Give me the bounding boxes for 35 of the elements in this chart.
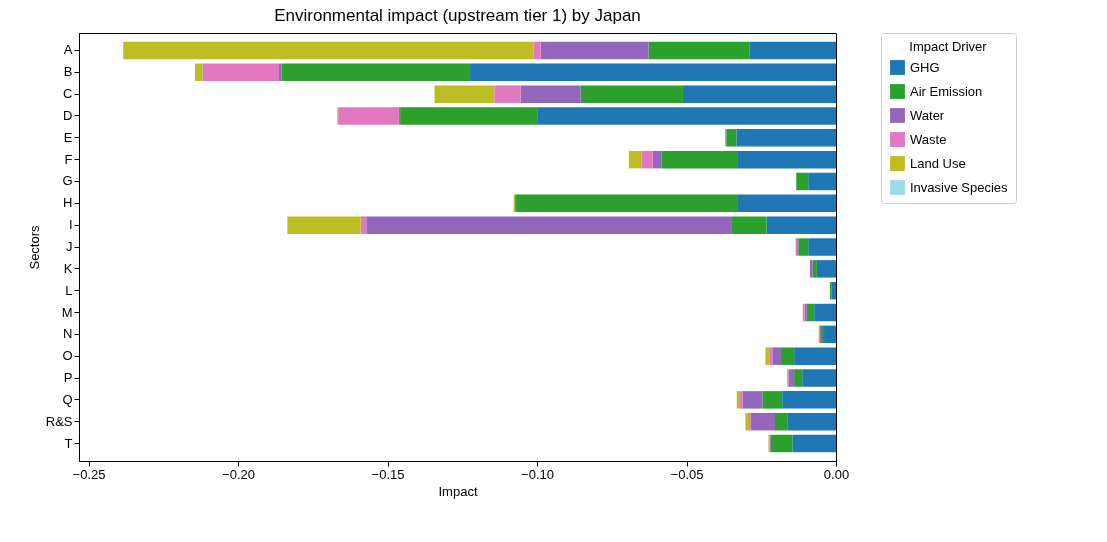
y-tick-label: L [65,282,73,298]
legend-label: Land Use [910,155,966,171]
y-tick-label: C [63,86,73,102]
y-tick-label: Q [62,391,73,407]
y-tick-label: H [63,195,73,211]
y-tick-label: I [68,217,73,233]
y-axis-title: Sectors [26,224,42,270]
y-tick-label: A [63,42,73,58]
legend-label: Air Emission [910,83,983,99]
legend-label: Invasive Species [910,179,1009,195]
x-tick-label: −0.10 [521,466,554,482]
y-tick-label: M [61,304,73,320]
y-tick-label: D [63,107,73,123]
y-tick-label: G [62,173,73,189]
y-tick-label: T [64,435,73,451]
legend-title: Impact Driver [909,39,988,54]
x-axis-title: Impact [438,483,478,499]
legend-label: Waste [910,131,947,147]
y-tick-label: K [63,260,73,276]
chart-title: Environmental impact (upstream tier 1) by Japan [274,5,641,25]
legend-label: GHG [910,59,940,75]
y-tick-label: F [64,151,73,167]
legend-label: Water [910,107,945,123]
x-tick-label: −0.20 [222,466,256,482]
x-tick-label: −0.05 [670,466,704,482]
y-tick-label: R&S [45,413,73,429]
y-tick-label: O [62,348,73,364]
x-tick-label: −0.15 [371,466,405,482]
y-tick-label: P [63,370,73,386]
y-tick-label: B [63,64,73,80]
y-tick-label: J [66,239,73,254]
x-tick-label: 0.00 [823,466,850,482]
x-tick-label: −0.25 [72,466,106,482]
y-tick-label: E [63,129,73,145]
y-tick-label: N [63,326,73,342]
